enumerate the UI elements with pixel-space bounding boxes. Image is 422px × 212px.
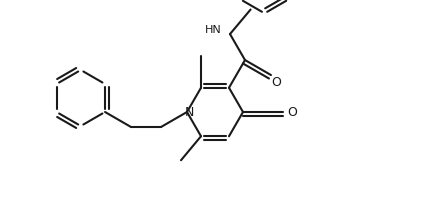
Text: N: N (184, 106, 194, 119)
Text: O: O (271, 75, 281, 89)
Text: HN: HN (205, 25, 222, 35)
Text: O: O (287, 106, 297, 119)
